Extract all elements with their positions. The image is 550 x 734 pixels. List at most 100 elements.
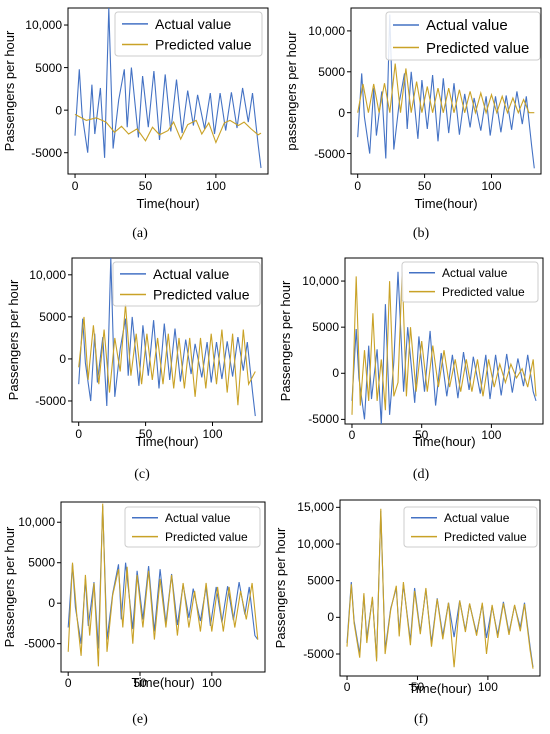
y-tick-label: 10,000 [302, 274, 339, 288]
chart-panel-2: 0 50 100 -5000 0 5000 10,000 Time(hour) passenge… [284, 7, 542, 241]
legend-box [401, 261, 539, 303]
legend-box [124, 506, 261, 548]
x-axis-label: Time(hour) [412, 434, 475, 449]
y-tick-label: 5000 [28, 556, 55, 570]
x-tick-label: 50 [139, 427, 153, 441]
y-tick-label: 10,000 [18, 515, 55, 529]
y-tick-label: 0 [338, 106, 345, 120]
y-tick-label: 10,000 [29, 268, 66, 282]
x-tick-label: 100 [478, 680, 498, 694]
x-axis-label: Time(hour) [135, 434, 198, 449]
y-axis-label: Passengers per hour [273, 527, 288, 648]
series-line-predicted [78, 304, 256, 406]
y-axis-label: Passengers per hour [2, 30, 17, 151]
series-line-predicted [346, 508, 534, 669]
plot-frame [60, 501, 266, 673]
series-line-actual [78, 258, 256, 417]
panel-label: (f) [414, 712, 428, 727]
y-tick-label: 0 [48, 596, 55, 610]
y-tick-label: 10,000 [25, 18, 62, 32]
series-line-actual [351, 271, 537, 424]
y-axis-label: Passengers per hour [278, 280, 293, 401]
x-tick-label: 100 [202, 427, 222, 441]
y-tick-label: -5000 [35, 394, 66, 408]
legend-label-predicted: Predicted value [442, 285, 525, 299]
legend-label-actual: Actual value [153, 266, 229, 282]
y-axis-label: passengers per hour [284, 31, 299, 151]
y-axis-label: Passengers per hour [6, 279, 21, 400]
panel-label: (a) [132, 226, 148, 241]
y-tick-label: 5000 [318, 65, 345, 79]
y-tick-label: -5000 [314, 147, 345, 161]
chart-panel-4: 0 50 100 -5000 0 5000 10,000 Time(hour) Passenge… [278, 257, 544, 482]
series-line-actual [357, 14, 535, 169]
panel-label: (c) [134, 467, 150, 482]
x-tick-label: 100 [481, 179, 501, 193]
x-tick-label: 0 [65, 676, 72, 690]
legend-label-predicted: Predicted value [155, 36, 252, 52]
x-tick-label: 0 [75, 427, 82, 441]
legend-box [403, 506, 538, 548]
plot-frame [344, 257, 544, 425]
x-tick-label: 0 [72, 179, 79, 193]
legend-label-predicted: Predicted value [153, 286, 250, 302]
y-axis-label: Passengers per hour [2, 526, 17, 647]
legend-box [112, 261, 261, 307]
x-axis-label: Time(hour) [408, 681, 471, 696]
legend-label-actual: Actual value [155, 16, 231, 32]
y-tick-label: 5000 [35, 61, 62, 75]
x-axis-label: Time(hour) [136, 196, 199, 211]
panel-label: (e) [132, 712, 148, 727]
y-tick-label: -5000 [24, 637, 55, 651]
series-line-predicted [357, 63, 535, 115]
x-axis-label: Time(hour) [414, 196, 477, 211]
x-tick-label: 100 [206, 179, 226, 193]
plot-frame [339, 499, 541, 677]
y-tick-label: 0 [55, 103, 62, 117]
legend-label-predicted: Predicted value [444, 530, 527, 544]
legend-label-actual: Actual value [426, 17, 508, 34]
plot-frame [350, 7, 542, 175]
plot-frame [67, 7, 269, 175]
legend-label-actual: Actual value [165, 511, 231, 525]
x-tick-label: 50 [415, 428, 429, 442]
y-tick-label: 10,000 [308, 24, 345, 38]
y-tick-label: 0 [332, 366, 339, 380]
x-tick-label: 50 [139, 179, 153, 193]
series-line-predicted [351, 271, 537, 415]
chart-panel-6: 0 50 100 -5000 0 5000 10,000 15,000 Time(hour) Pa… [273, 499, 541, 727]
series-line-predicted [67, 503, 259, 667]
chart-panel-1: 0 50 100 -5000 0 5000 10,000 Time(hour) Passenge… [2, 7, 269, 241]
panel-label: (d) [413, 467, 430, 482]
legend-box [114, 11, 263, 57]
legend-box [385, 11, 541, 61]
x-tick-label: 100 [202, 676, 222, 690]
y-tick-label: 15,000 [297, 500, 334, 514]
y-tick-label: 5000 [307, 574, 334, 588]
series-line-actual [74, 8, 262, 169]
series-line-predicted [74, 113, 262, 144]
legend-label-actual: Actual value [442, 266, 508, 280]
y-tick-label: -5000 [31, 146, 62, 160]
x-axis-label: Time(hour) [131, 675, 194, 690]
x-tick-label: 0 [344, 680, 351, 694]
chart-panel-3: 0 50 100 -5000 0 5000 10,000 Time(hour) Passenge… [6, 257, 263, 482]
y-tick-label: 5000 [312, 320, 339, 334]
panel-label: (b) [413, 226, 430, 241]
legend-label-actual: Actual value [444, 511, 510, 525]
chart-panel-5: 0 50 100 -5000 0 5000 10,000 Time(hour) Passenge… [2, 501, 266, 727]
legend-label-predicted: Predicted value [165, 530, 248, 544]
x-tick-label: 0 [349, 428, 356, 442]
y-tick-label: 0 [327, 610, 334, 624]
plot-frame [71, 257, 263, 423]
y-tick-label: 5000 [39, 310, 66, 324]
x-tick-label: 0 [354, 179, 361, 193]
y-tick-label: 10,000 [297, 537, 334, 551]
y-tick-label: -5000 [303, 647, 334, 661]
y-tick-label: -5000 [308, 412, 339, 426]
x-tick-label: 50 [411, 680, 425, 694]
legend-label-predicted: Predicted value [426, 40, 529, 57]
y-tick-label: 0 [59, 352, 66, 366]
x-tick-label: 100 [481, 428, 501, 442]
